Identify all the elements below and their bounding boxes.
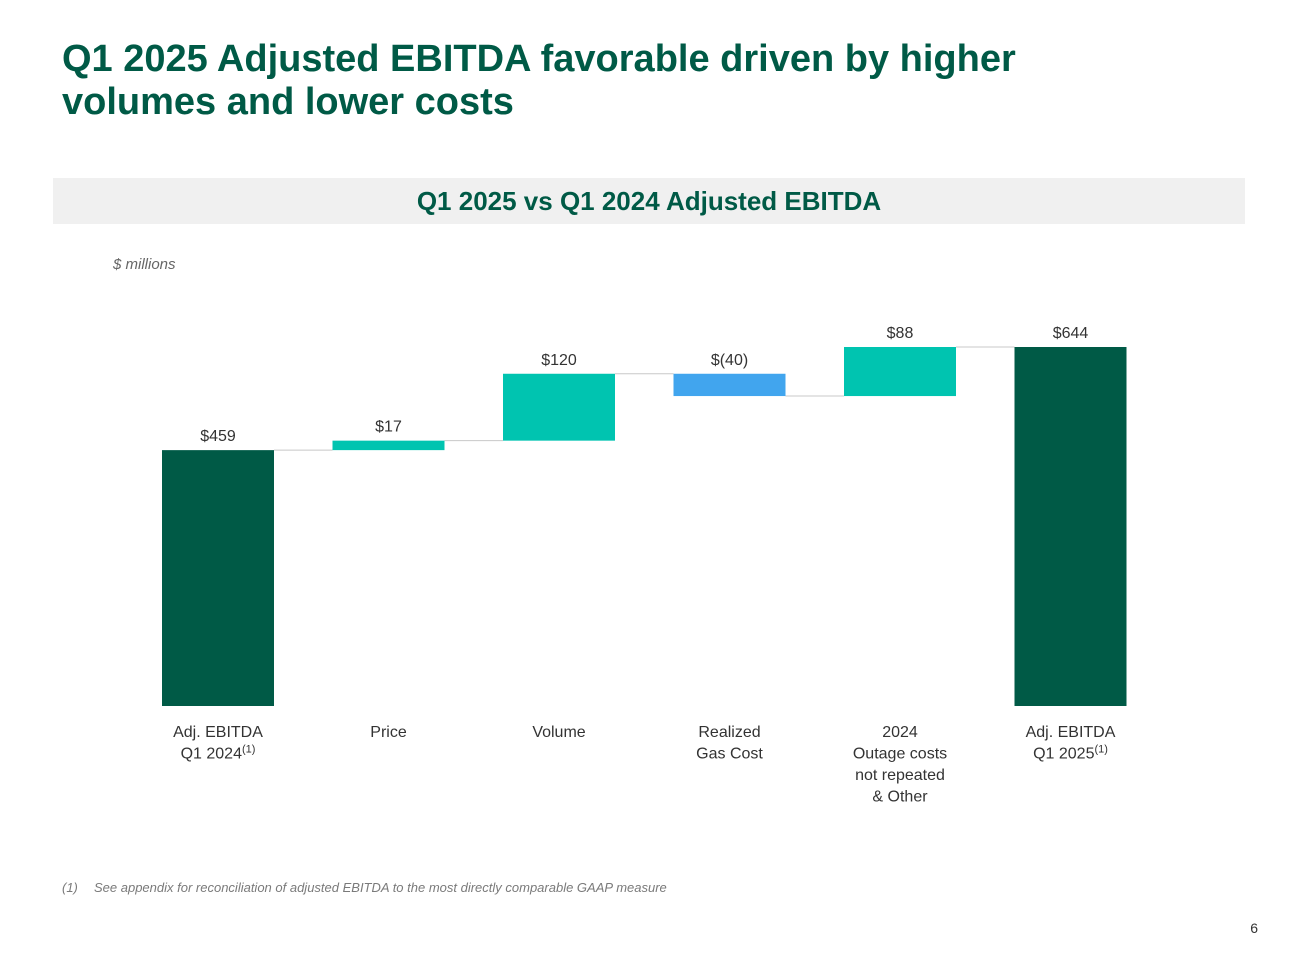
bar-decrease bbox=[673, 373, 786, 397]
waterfall-chart: $459 Adj. EBITDA Q1 2024(1) $17 Price $120 Vol… bbox=[162, 325, 1127, 806]
category-label: 2024 Outage costs not repeated & Other bbox=[853, 724, 947, 806]
footnote: (1) See appendix for reconciliation of ad… bbox=[62, 880, 667, 895]
data-label: $644 bbox=[1053, 325, 1089, 342]
slide-title: Q1 2025 Adjusted EBITDA favorable driven… bbox=[62, 38, 1016, 123]
units-label: $ millions bbox=[113, 256, 176, 273]
category-label: Adj. EBITDA Q1 2024(1) bbox=[173, 724, 263, 763]
chart-title-banner: Q1 2025 vs Q1 2024 Adjusted EBITDA bbox=[53, 178, 1245, 224]
category-label: Adj. EBITDA Q1 2025(1) bbox=[1026, 724, 1116, 763]
category-label: Volume bbox=[532, 724, 585, 741]
category-label: Realized Gas Cost bbox=[696, 724, 763, 763]
footnote-ref: (1) bbox=[242, 744, 255, 756]
page-number: 6 bbox=[1250, 920, 1258, 936]
bar-increase bbox=[503, 373, 615, 441]
bar-increase bbox=[332, 440, 445, 451]
footnote-text: See appendix for reconciliation of adjus… bbox=[94, 880, 667, 895]
bar-total bbox=[162, 450, 274, 706]
data-label: $459 bbox=[200, 428, 236, 445]
footnote-ref: (1) bbox=[1094, 744, 1107, 756]
chart-title: Q1 2025 vs Q1 2024 Adjusted EBITDA bbox=[416, 185, 882, 216]
data-label: $17 bbox=[375, 419, 402, 436]
footnote-marker: (1) bbox=[62, 880, 78, 895]
data-label: $120 bbox=[541, 352, 577, 369]
bar-increase bbox=[844, 347, 956, 397]
bar-total bbox=[1014, 347, 1127, 706]
category-label: Price bbox=[370, 724, 407, 741]
data-label: $(40) bbox=[711, 352, 748, 369]
data-label: $88 bbox=[887, 325, 914, 342]
